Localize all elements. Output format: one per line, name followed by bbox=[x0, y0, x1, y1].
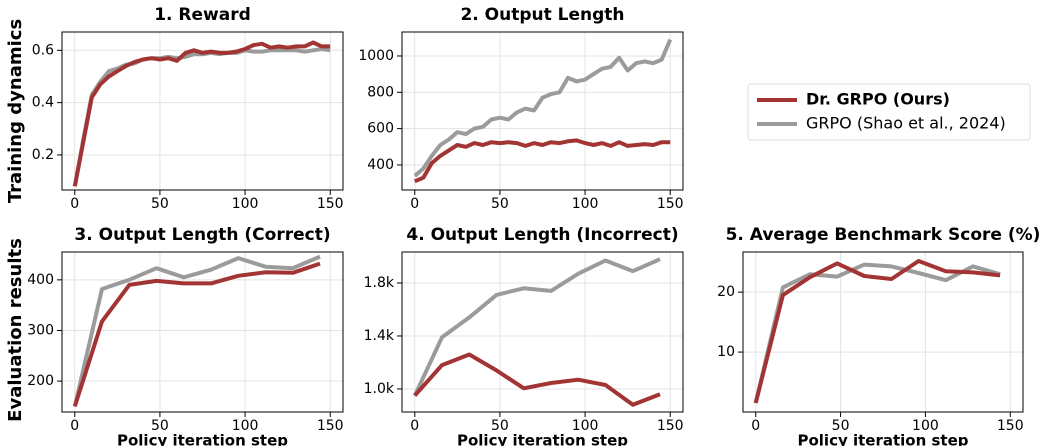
x-tick-label: 150 bbox=[997, 418, 1024, 434]
series-line bbox=[72, 47, 331, 187]
series-line bbox=[72, 40, 331, 187]
series-line bbox=[753, 259, 1001, 404]
legend-frame bbox=[747, 83, 1031, 141]
x-tick-label: 50 bbox=[151, 418, 169, 434]
y-tick-label: 200 bbox=[27, 373, 54, 389]
plot-frame bbox=[401, 251, 684, 413]
x-axis-label: Policy iteration step bbox=[117, 432, 288, 446]
series-line bbox=[72, 254, 321, 407]
x-tick-label: 0 bbox=[70, 196, 79, 212]
plot-frame bbox=[61, 251, 344, 413]
y-tick-label: 20 bbox=[717, 284, 735, 300]
y-tick-label: 400 bbox=[27, 272, 54, 288]
x-tick-label: 150 bbox=[317, 418, 344, 434]
x-tick-label: 0 bbox=[70, 418, 79, 434]
y-tick-label: 400 bbox=[367, 157, 394, 173]
x-tick-label: 100 bbox=[232, 418, 259, 434]
row-label: Training dynamics bbox=[5, 19, 26, 203]
legend: Dr. GRPO (Ours) GRPO (Shao et al., 2024) bbox=[747, 83, 1031, 141]
x-tick-label: 100 bbox=[572, 418, 599, 434]
y-tick-label: 1000 bbox=[358, 48, 394, 64]
x-tick-label: 50 bbox=[491, 196, 509, 212]
x-tick-label: 0 bbox=[410, 196, 419, 212]
x-tick-label: 100 bbox=[912, 418, 939, 434]
x-tick-label: 150 bbox=[657, 196, 684, 212]
series-line bbox=[413, 352, 661, 407]
series-line bbox=[753, 262, 1001, 404]
x-tick-label: 0 bbox=[410, 418, 419, 434]
series-line bbox=[412, 257, 661, 397]
y-tick-label: 1.8k bbox=[364, 275, 395, 291]
chart-title: 1. Reward bbox=[154, 5, 251, 25]
chart-title: 2. Output Length bbox=[460, 5, 624, 25]
x-axis-label: Policy iteration step bbox=[797, 432, 968, 446]
series-line bbox=[413, 38, 673, 178]
x-tick-label: 150 bbox=[317, 196, 344, 212]
x-tick-label: 150 bbox=[657, 418, 684, 434]
x-tick-label: 50 bbox=[832, 418, 850, 434]
plot-frame bbox=[742, 251, 1024, 413]
y-tick-label: 300 bbox=[27, 322, 54, 338]
x-tick-label: 100 bbox=[232, 196, 259, 212]
row-label: Evaluation results bbox=[5, 238, 26, 422]
plot-frame bbox=[401, 31, 684, 191]
x-tick-label: 50 bbox=[151, 196, 169, 212]
series-line bbox=[414, 138, 671, 184]
y-tick-label: 10 bbox=[717, 344, 735, 360]
chart-title: 5. Average Benchmark Score (%) bbox=[726, 225, 1041, 245]
chart-title: 3. Output Length (Correct) bbox=[74, 225, 330, 245]
y-tick-label: 600 bbox=[367, 121, 394, 137]
y-tick-label: 0.4 bbox=[32, 95, 54, 111]
chart-title: 4. Output Length (Incorrect) bbox=[406, 225, 678, 245]
y-tick-label: 1.0k bbox=[364, 381, 395, 397]
y-tick-label: 800 bbox=[367, 84, 394, 100]
x-tick-label: 50 bbox=[491, 418, 509, 434]
plot-frame bbox=[61, 31, 344, 191]
series-line bbox=[72, 261, 321, 408]
legend-label: GRPO (Shao et al., 2024) bbox=[806, 114, 1006, 133]
x-tick-label: 100 bbox=[572, 196, 599, 212]
legend-label: Dr. GRPO (Ours) bbox=[806, 90, 950, 109]
y-tick-label: 1.4k bbox=[364, 328, 395, 344]
y-tick-label: 0.6 bbox=[32, 42, 54, 58]
x-tick-label: 0 bbox=[751, 418, 760, 434]
y-tick-label: 0.2 bbox=[32, 147, 54, 163]
x-axis-label: Policy iteration step bbox=[457, 432, 628, 446]
